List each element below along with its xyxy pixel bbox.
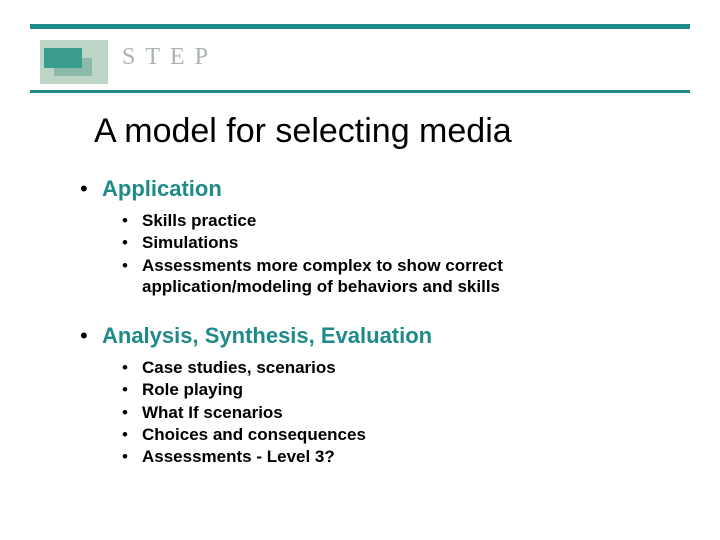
logo-step-icon (44, 48, 82, 68)
sub-item-text: Case studies, scenarios (142, 357, 660, 378)
sub-item-text: Role playing (142, 379, 660, 400)
slide: STEP A model for selecting media • Appli… (0, 0, 720, 540)
sub-item-text: Choices and consequences (142, 424, 660, 445)
bullet-level2: • Skills practice (122, 210, 660, 231)
bullet-level2: • Choices and consequences (122, 424, 660, 445)
bullet-marker: • (122, 424, 142, 445)
content-area: • Application • Skills practice • Simula… (80, 176, 660, 493)
section-heading: Analysis, Synthesis, Evaluation (102, 323, 432, 349)
brand-text: STEP (122, 44, 218, 71)
bullet-marker: • (122, 379, 142, 400)
sub-bullet-group: • Case studies, scenarios • Role playing… (122, 357, 660, 467)
bullet-level1: • Analysis, Synthesis, Evaluation (80, 323, 660, 349)
bullet-marker: • (122, 446, 142, 467)
bullet-level2: • Simulations (122, 232, 660, 253)
bullet-marker: • (122, 232, 142, 253)
bullet-level2: • What If scenarios (122, 402, 660, 423)
sub-item-text: Assessments more complex to show correct… (142, 255, 660, 298)
header-top-rule (30, 24, 690, 29)
bullet-marker: • (122, 255, 142, 298)
bullet-marker: • (122, 402, 142, 423)
bullet-level2: • Assessments - Level 3? (122, 446, 660, 467)
header-bottom-rule (30, 90, 690, 93)
bullet-level2: • Case studies, scenarios (122, 357, 660, 378)
sub-item-text: Simulations (142, 232, 660, 253)
slide-title: A model for selecting media (94, 112, 512, 151)
bullet-marker: • (80, 323, 102, 349)
sub-item-text: Assessments - Level 3? (142, 446, 660, 467)
sub-item-text: What If scenarios (142, 402, 660, 423)
bullet-level1: • Application (80, 176, 660, 202)
bullet-level2: • Role playing (122, 379, 660, 400)
bullet-level2: • Assessments more complex to show corre… (122, 255, 660, 298)
sub-item-text: Skills practice (142, 210, 660, 231)
bullet-marker: • (122, 357, 142, 378)
section-heading: Application (102, 176, 222, 202)
bullet-marker: • (80, 176, 102, 202)
sub-bullet-group: • Skills practice • Simulations • Assess… (122, 210, 660, 297)
bullet-marker: • (122, 210, 142, 231)
